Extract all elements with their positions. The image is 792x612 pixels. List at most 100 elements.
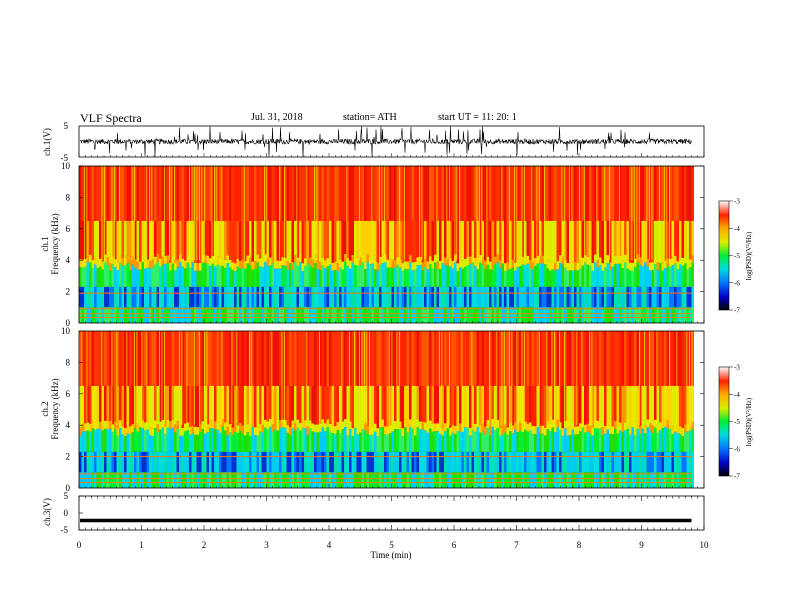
spectrogram-cell — [511, 259, 514, 268]
spectrogram-cell — [559, 331, 562, 386]
spectrogram-cell — [681, 307, 684, 323]
spectrogram-cell — [574, 220, 577, 263]
spectrogram-cell — [409, 307, 412, 323]
spectrogram-cell — [99, 472, 102, 488]
spectrogram-cell — [136, 220, 139, 262]
spectrogram-cell — [529, 385, 532, 423]
spectrogram-cell — [411, 262, 414, 271]
spectrogram-sferic — [634, 166, 635, 261]
spectrogram-cell — [319, 431, 322, 452]
spectrogram-cell — [339, 286, 342, 308]
spectrogram-cell — [269, 220, 272, 258]
spectrogram-cell — [101, 430, 104, 452]
spectrogram-cell — [544, 220, 547, 257]
spectrogram-cell — [469, 385, 472, 428]
spectrogram-cell — [259, 472, 262, 488]
spectrogram-cell — [446, 265, 449, 287]
spectrogram-cell — [79, 220, 82, 260]
spectrogram-cell — [594, 385, 597, 421]
spectrogram-sferic — [169, 166, 170, 261]
spectrogram-cell — [256, 220, 259, 255]
spectrogram-cell — [226, 451, 229, 473]
spectrogram-cell — [651, 270, 654, 287]
spectrogram-cell — [649, 262, 652, 271]
spectrogram-cell — [664, 260, 667, 269]
spectrogram-cell — [651, 220, 654, 263]
spectrogram-cell — [689, 286, 692, 308]
spectrogram-cell — [134, 307, 137, 323]
spectrogram-cell — [671, 286, 674, 308]
spectrogram-cell — [174, 286, 177, 308]
spectrogram-cell — [506, 472, 509, 488]
spectrogram-cell — [221, 451, 224, 473]
spectrogram-cell — [304, 428, 307, 452]
spectrogram-cell — [426, 451, 429, 473]
spectrogram-cell — [161, 331, 164, 386]
spectrogram-cell — [224, 220, 227, 261]
spectrogram-cell — [166, 220, 169, 256]
spectrogram-cell — [281, 427, 284, 452]
spectrogram-cell — [106, 307, 109, 323]
colorbar-1-label: log(PSD)(V²/Hz) — [745, 231, 753, 280]
spectrogram-cell — [541, 425, 544, 434]
spectrogram-cell — [261, 424, 264, 433]
spectrogram-cell — [284, 220, 287, 258]
spectrogram-cell — [574, 331, 577, 386]
spectrogram-cell — [296, 451, 299, 473]
spectrogram-cell — [301, 385, 304, 420]
spectrogram-cell — [201, 451, 204, 473]
spectrogram-cell — [431, 220, 434, 261]
spectrogram-cell — [411, 270, 414, 287]
spectrogram-cell — [251, 220, 254, 262]
spectrogram-cell — [486, 331, 489, 386]
spectrogram-cell — [126, 220, 129, 256]
spectrogram-cell — [276, 472, 279, 488]
spectrogram-cell — [674, 331, 677, 386]
spectrogram-sferic — [381, 166, 383, 261]
spectrogram-cell — [221, 258, 224, 267]
spectrogram-cell — [394, 267, 397, 287]
spectrogram-cell — [476, 269, 479, 287]
spectrogram-cell — [309, 385, 312, 421]
spectrogram-cell — [674, 451, 677, 473]
time-tick-label: 9 — [639, 540, 644, 550]
spectrogram-cell — [266, 220, 269, 259]
spectrogram-cell — [186, 331, 189, 386]
spectrogram-cell — [579, 166, 582, 221]
spectrogram-cell — [559, 286, 562, 308]
spectrogram-cell — [691, 451, 694, 473]
spectrogram-cell — [234, 331, 237, 386]
spectrogram-cell — [386, 286, 389, 308]
spectrogram-cell — [284, 385, 287, 420]
spectrogram-sferic — [296, 166, 298, 261]
spectrogram-cell — [179, 385, 182, 428]
spectrogram-cell — [416, 451, 419, 473]
spectrogram-cell — [161, 264, 164, 287]
spectrogram-cell — [346, 331, 349, 386]
spectrogram-cell — [684, 432, 687, 452]
spectrogram-cell — [541, 255, 544, 264]
spectrogram-cell — [299, 430, 302, 452]
spectrogram-cell — [179, 220, 182, 255]
spectrogram-cell — [424, 430, 427, 452]
spectrogram-cell — [204, 433, 207, 452]
spectrogram-cell — [224, 260, 227, 268]
spectrogram-cell — [646, 451, 649, 473]
spectrogram-cell — [429, 166, 432, 221]
spectrogram-cell — [279, 260, 282, 269]
spectrogram-cell — [189, 385, 192, 427]
spectrogram-cell — [136, 385, 139, 424]
spectrogram-sferic — [404, 166, 405, 261]
spectrogram-cell — [551, 385, 554, 420]
spectrogram-cell — [566, 270, 569, 287]
spectrogram-cell — [196, 331, 199, 386]
spectrogram-cell — [159, 286, 162, 308]
spectrogram-cell — [376, 472, 379, 488]
spectrogram-cell — [259, 331, 262, 386]
spectrogram-cell — [574, 434, 577, 452]
spectrogram-cell — [264, 427, 267, 452]
spectrogram-cell — [526, 307, 529, 323]
spectrogram-cell — [116, 427, 119, 436]
spectrogram-cell — [684, 220, 687, 256]
spectrogram-sferic — [449, 331, 450, 426]
